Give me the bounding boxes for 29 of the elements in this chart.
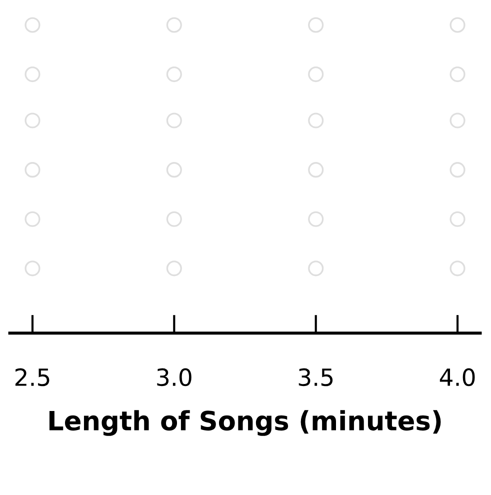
point [166, 162, 182, 178]
point [450, 211, 466, 227]
point [24, 66, 40, 82]
point [166, 112, 182, 128]
point [308, 162, 324, 178]
point [450, 66, 466, 82]
x-tick-label: 2.5 [15, 368, 50, 386]
point [450, 162, 466, 178]
point [166, 211, 182, 227]
point [308, 112, 324, 128]
point [24, 211, 40, 227]
point [450, 17, 466, 33]
point [24, 112, 40, 128]
point [166, 260, 182, 276]
point [308, 211, 324, 227]
x-tick-label: 3.0 [157, 368, 192, 386]
point [24, 260, 40, 276]
point [166, 66, 182, 82]
point [24, 162, 40, 178]
point [308, 260, 324, 276]
x-tick-label: 3.5 [298, 368, 333, 386]
x-tick-label: 4.0 [440, 368, 475, 386]
point [24, 17, 40, 33]
point [450, 260, 466, 276]
x-axis-title: Length of Songs (minutes) [49, 410, 441, 436]
point [450, 112, 466, 128]
point [308, 17, 324, 33]
point [308, 66, 324, 82]
point [166, 17, 182, 33]
